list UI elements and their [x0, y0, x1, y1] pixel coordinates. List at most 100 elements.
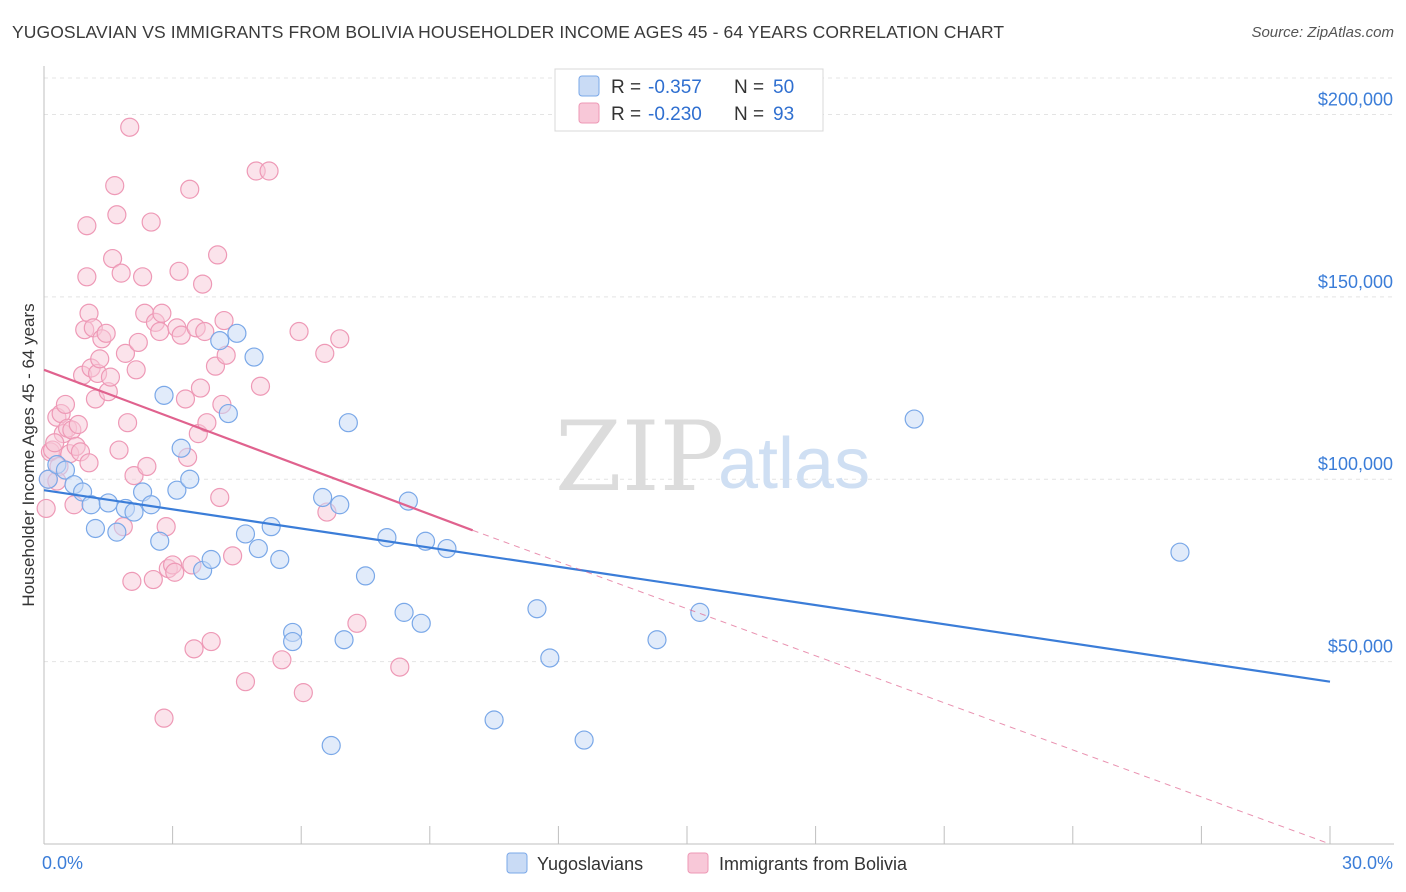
data-point-yugoslavians	[574, 730, 594, 750]
legend-r-label-2: R =	[611, 104, 641, 125]
y-axis-label: Householder Income Ages 45 - 64 years	[19, 303, 38, 606]
data-point-bolivia	[115, 343, 136, 363]
data-point-yugoslavians	[171, 438, 191, 458]
legend-frame	[554, 68, 824, 132]
legend-n-value-1: 50	[773, 77, 794, 98]
data-point-yugoslavians	[270, 549, 290, 570]
data-point-bolivia	[210, 487, 230, 508]
data-point-yugoslavians	[85, 518, 106, 539]
data-point-yugoslavians	[394, 602, 414, 622]
data-point-bolivia	[272, 650, 292, 670]
x-tick-label: 0.0%	[42, 853, 83, 873]
data-point-yugoslavians	[321, 735, 341, 756]
data-point-bolivia	[150, 321, 170, 342]
data-point-yugoslavians	[244, 347, 264, 367]
data-point-bolivia	[126, 360, 146, 380]
data-point-bolivia	[45, 433, 65, 453]
bottom-legend-label-bolivia: Immigrants from Bolivia	[719, 854, 908, 874]
trendlines	[43, 368, 1331, 845]
data-point-yugoslavians	[527, 599, 547, 619]
data-point-bolivia	[330, 329, 350, 349]
legend-n-value-2: 93	[773, 104, 794, 125]
data-point-bolivia	[128, 332, 148, 353]
data-point-yugoslavians	[377, 527, 397, 548]
data-point-bolivia	[293, 683, 313, 703]
data-point-bolivia	[193, 274, 213, 294]
chart-source: Source: ZipAtlas.com	[1251, 24, 1394, 41]
data-point-yugoslavians	[180, 469, 200, 489]
data-point-bolivia	[190, 378, 211, 398]
data-point-yugoslavians	[338, 413, 358, 433]
data-point-bolivia	[165, 562, 185, 582]
series-yugoslavians-points	[38, 323, 1190, 756]
data-point-yugoslavians	[411, 613, 431, 633]
grid-lines	[44, 77, 1394, 663]
data-point-yugoslavians	[210, 331, 230, 351]
data-point-bolivia	[180, 179, 200, 199]
data-point-bolivia	[214, 310, 234, 331]
data-point-yugoslavians	[330, 495, 350, 515]
data-point-bolivia	[55, 394, 76, 415]
data-point-yugoslavians	[154, 385, 174, 405]
bottom-legend: Yugoslavians Immigrants from Bolivia	[506, 852, 908, 874]
data-point-yugoslavians	[201, 549, 221, 570]
data-point-bolivia	[120, 117, 140, 137]
data-point-bolivia	[390, 657, 410, 677]
data-point-bolivia	[223, 546, 243, 566]
watermark: ZIP atlas	[555, 401, 870, 513]
y-tick-labels: $50,000 $100,000 $150,000 $200,000	[1318, 89, 1393, 656]
data-point-bolivia	[100, 367, 121, 387]
data-point-bolivia	[137, 456, 157, 477]
data-point-bolivia	[208, 245, 228, 265]
x-tick-labels: 0.0% 30.0%	[42, 853, 1393, 873]
data-point-yugoslavians	[540, 648, 560, 668]
data-point-bolivia	[143, 569, 163, 590]
watermark-zip: ZIP	[555, 401, 724, 513]
data-point-bolivia	[96, 323, 116, 343]
data-point-yugoslavians	[218, 403, 238, 424]
data-point-bolivia	[102, 248, 123, 269]
data-point-bolivia	[77, 267, 97, 287]
data-point-bolivia	[235, 672, 256, 692]
data-point-bolivia	[90, 349, 110, 369]
trendline-yugoslavians	[43, 489, 1331, 683]
legend-n-label-2: N =	[734, 104, 764, 125]
legend-r-value-1: -0.357	[648, 77, 702, 98]
data-point-yugoslavians	[248, 538, 268, 559]
data-point-yugoslavians	[98, 493, 118, 513]
axes	[43, 66, 1394, 845]
data-point-yugoslavians	[227, 323, 247, 343]
data-point-yugoslavians	[647, 630, 667, 650]
data-point-yugoslavians	[124, 502, 144, 522]
data-point-bolivia	[184, 639, 204, 659]
y-tick-label: $200,000	[1318, 89, 1393, 109]
data-point-yugoslavians	[55, 460, 76, 480]
data-point-bolivia	[79, 453, 99, 473]
data-point-yugoslavians	[38, 469, 58, 489]
data-point-yugoslavians	[167, 480, 187, 500]
data-point-bolivia	[152, 303, 172, 323]
data-point-bolivia	[132, 267, 153, 287]
data-point-bolivia	[154, 708, 174, 728]
watermark-atlas: atlas	[718, 424, 870, 504]
bottom-legend-swatch-bolivia	[687, 852, 709, 874]
data-point-bolivia	[315, 343, 335, 363]
data-point-yugoslavians	[484, 710, 504, 730]
data-point-yugoslavians	[283, 631, 303, 652]
y-tick-label: $50,000	[1328, 637, 1393, 657]
data-point-bolivia	[195, 321, 215, 342]
data-point-yugoslavians	[690, 602, 710, 622]
data-point-bolivia	[201, 631, 221, 652]
data-point-bolivia	[250, 376, 271, 396]
data-point-bolivia	[117, 413, 138, 433]
data-point-bolivia	[259, 161, 279, 181]
legend-r-label-1: R =	[611, 77, 641, 98]
data-point-bolivia	[111, 263, 131, 283]
trendline-bolivia	[43, 368, 474, 532]
bottom-legend-swatch-yugoslavians	[506, 852, 528, 874]
legend-r-value-2: -0.230	[648, 104, 702, 125]
data-point-yugoslavians	[235, 524, 256, 544]
data-point-yugoslavians	[107, 522, 127, 542]
data-point-bolivia	[289, 321, 309, 342]
